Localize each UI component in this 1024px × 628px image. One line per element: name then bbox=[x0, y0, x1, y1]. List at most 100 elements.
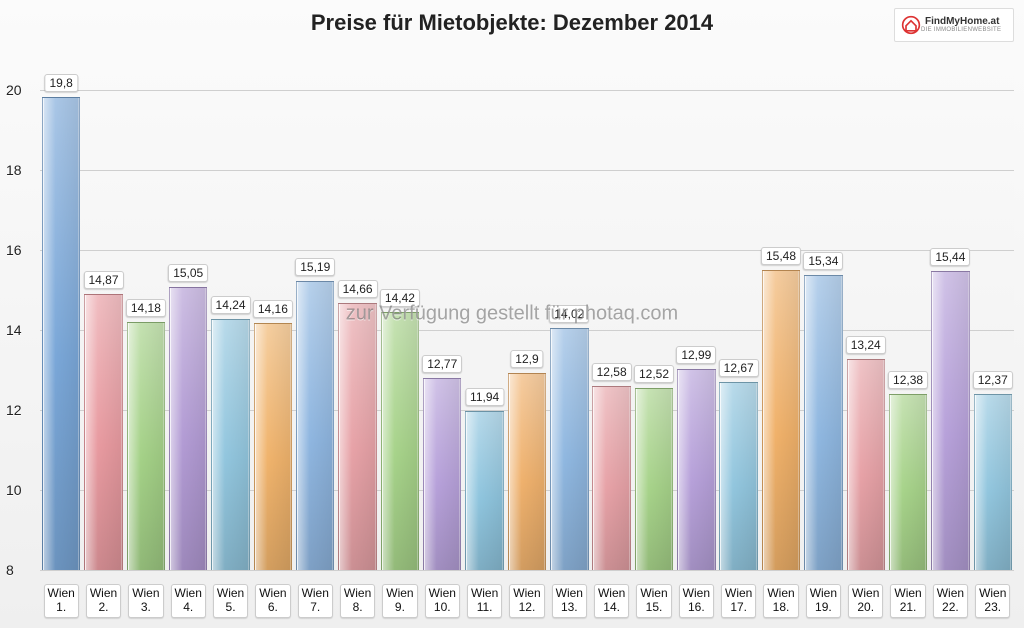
bar-value-label: 15,48 bbox=[761, 247, 801, 265]
bar-slot: 12,38 bbox=[887, 394, 929, 570]
x-tick-label: Wien16. bbox=[675, 584, 717, 618]
bar-value-label: 11,94 bbox=[465, 388, 504, 406]
bar: 12,37 bbox=[974, 394, 1012, 570]
x-tick-label: Wien10. bbox=[421, 584, 463, 618]
bar: 19,8 bbox=[42, 97, 80, 570]
y-tick-label: 10 bbox=[6, 482, 22, 498]
bar-slot: 12,77 bbox=[421, 378, 463, 570]
bar-value-label: 14,16 bbox=[253, 300, 293, 318]
bar-slot: 12,52 bbox=[633, 388, 675, 570]
x-tick-label: Wien5. bbox=[209, 584, 251, 618]
x-tick-label: Wien15. bbox=[633, 584, 675, 618]
x-tick-label: Wien9. bbox=[379, 584, 421, 618]
x-tick-label: Wien13. bbox=[548, 584, 590, 618]
bar-value-label: 15,19 bbox=[295, 258, 335, 276]
bar-value-label: 19,8 bbox=[44, 74, 77, 92]
y-tick-label: 16 bbox=[6, 242, 22, 258]
bar-value-label: 15,05 bbox=[168, 264, 208, 282]
bar-slot: 12,9 bbox=[506, 373, 548, 570]
y-tick-label: 14 bbox=[6, 322, 22, 338]
bars-group: 19,814,8714,1815,0514,2414,1615,1914,661… bbox=[40, 50, 1014, 570]
x-tick-label: Wien21. bbox=[887, 584, 929, 618]
bar-slot: 14,42 bbox=[379, 312, 421, 570]
bar-value-label: 14,42 bbox=[380, 289, 420, 307]
bar: 15,48 bbox=[762, 270, 800, 570]
bar: 15,34 bbox=[804, 275, 842, 570]
bar-slot: 15,44 bbox=[929, 271, 971, 570]
bar-slot: 14,24 bbox=[209, 319, 251, 570]
y-tick-label: 18 bbox=[6, 162, 22, 178]
x-tick-label: Wien7. bbox=[294, 584, 336, 618]
bar-value-label: 15,34 bbox=[803, 252, 843, 270]
bar: 14,66 bbox=[338, 303, 376, 570]
bar-slot: 12,67 bbox=[718, 382, 760, 570]
bar-value-label: 15,44 bbox=[930, 248, 970, 266]
bar: 14,87 bbox=[84, 294, 122, 570]
bar: 15,19 bbox=[296, 281, 334, 570]
y-tick-label: 20 bbox=[6, 82, 22, 98]
bar-value-label: 14,02 bbox=[549, 305, 589, 323]
x-tick-label: Wien12. bbox=[506, 584, 548, 618]
y-tick-label: 8 bbox=[6, 562, 14, 578]
chart-container: Preise für Mietobjekte: Dezember 2014 Fi… bbox=[0, 0, 1024, 628]
bar: 12,52 bbox=[635, 388, 673, 570]
bar-value-label: 12,58 bbox=[592, 363, 632, 381]
bar-value-label: 12,37 bbox=[973, 371, 1013, 389]
bar: 12,99 bbox=[677, 369, 715, 570]
bar: 15,05 bbox=[169, 287, 207, 570]
bar: 11,94 bbox=[465, 411, 503, 570]
bar-value-label: 12,99 bbox=[676, 346, 716, 364]
brand-text-main: FindMyHome.at bbox=[925, 17, 1001, 27]
bar-slot: 13,24 bbox=[845, 359, 887, 570]
bar-slot: 15,05 bbox=[167, 287, 209, 570]
x-tick-label: Wien14. bbox=[590, 584, 632, 618]
bar: 12,9 bbox=[508, 373, 546, 570]
bar-value-label: 13,24 bbox=[846, 336, 886, 354]
bar-slot: 19,8 bbox=[40, 97, 82, 570]
x-tick-label: Wien2. bbox=[82, 584, 124, 618]
y-tick-label: 12 bbox=[6, 402, 22, 418]
x-tick-label: Wien6. bbox=[252, 584, 294, 618]
bar: 14,24 bbox=[211, 319, 249, 570]
bar-slot: 12,37 bbox=[972, 394, 1014, 570]
bar: 14,42 bbox=[381, 312, 419, 570]
x-tick-label: Wien8. bbox=[336, 584, 378, 618]
x-tick-label: Wien4. bbox=[167, 584, 209, 618]
bar: 12,38 bbox=[889, 394, 927, 570]
bar-slot: 14,16 bbox=[252, 323, 294, 570]
bar-value-label: 12,52 bbox=[634, 365, 674, 383]
x-tick-label: Wien1. bbox=[40, 584, 82, 618]
bar-slot: 12,99 bbox=[675, 369, 717, 570]
brand-text-sub: DIE IMMOBILIENWEBSITE bbox=[921, 27, 1001, 33]
bar: 13,24 bbox=[847, 359, 885, 570]
house-icon bbox=[901, 15, 921, 35]
bar-slot: 12,58 bbox=[590, 386, 632, 570]
x-tick-label: Wien23. bbox=[972, 584, 1014, 618]
bar-value-label: 14,24 bbox=[211, 296, 251, 314]
bar-value-label: 14,18 bbox=[126, 299, 166, 317]
bar-slot: 15,48 bbox=[760, 270, 802, 570]
gridline bbox=[40, 570, 1014, 571]
bar-slot: 14,18 bbox=[125, 322, 167, 570]
bar: 14,02 bbox=[550, 328, 588, 570]
bar: 12,67 bbox=[719, 382, 757, 570]
x-tick-label: Wien11. bbox=[463, 584, 505, 618]
x-tick-label: Wien3. bbox=[125, 584, 167, 618]
bar-slot: 14,66 bbox=[336, 303, 378, 570]
bar: 12,58 bbox=[592, 386, 630, 570]
x-tick-label: Wien22. bbox=[929, 584, 971, 618]
x-axis: Wien1.Wien2.Wien3.Wien4.Wien5.Wien6.Wien… bbox=[40, 584, 1014, 618]
bar-value-label: 14,87 bbox=[84, 271, 124, 289]
brand-logo: FindMyHome.at DIE IMMOBILIENWEBSITE bbox=[894, 8, 1014, 42]
bar: 14,16 bbox=[254, 323, 292, 570]
chart-title: Preise für Mietobjekte: Dezember 2014 bbox=[0, 10, 1024, 36]
bar-value-label: 12,67 bbox=[719, 359, 759, 377]
bar-slot: 14,02 bbox=[548, 328, 590, 570]
bar-slot: 15,19 bbox=[294, 281, 336, 570]
bar-slot: 15,34 bbox=[802, 275, 844, 570]
x-tick-label: Wien17. bbox=[718, 584, 760, 618]
bar: 12,77 bbox=[423, 378, 461, 570]
bar-slot: 14,87 bbox=[82, 294, 124, 570]
bar-value-label: 12,38 bbox=[888, 371, 928, 389]
bar: 15,44 bbox=[931, 271, 969, 570]
